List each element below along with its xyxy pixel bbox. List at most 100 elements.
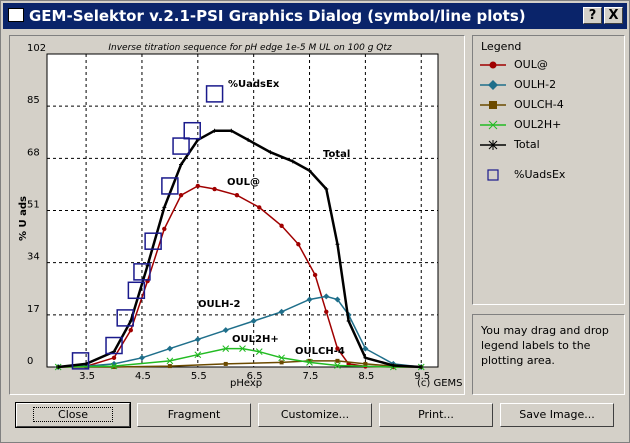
data-point: [212, 128, 217, 133]
data-point: [127, 281, 146, 300]
data-point: [346, 318, 351, 323]
data-point: [116, 309, 134, 327]
data-point: [363, 361, 368, 366]
data-point: [167, 364, 172, 369]
data-point: [268, 150, 273, 155]
plot-panel[interactable]: 3.5 4.5 5.5 6.5 7.5 8.5 9.5 0 17 34 51 68 85 102 Inver…: [9, 35, 465, 395]
data-point: [278, 354, 285, 362]
data-point: [222, 345, 230, 352]
legend-swatch: [480, 80, 506, 90]
help-button[interactable]: ?: [583, 7, 602, 24]
data-point: [306, 359, 313, 366]
data-point: [112, 365, 117, 369]
app-icon: [8, 8, 24, 22]
legend-marker: [488, 140, 498, 150]
y-tick-label: 85: [27, 95, 40, 106]
data-point: [128, 318, 133, 323]
legend-label: OULCH-4: [514, 98, 564, 111]
plot-canvas[interactable]: 3.5 4.5 5.5 6.5 7.5 8.5 9.5 0 17 34 51 68 85 102 Inver…: [10, 36, 464, 394]
data-point: [166, 357, 174, 365]
data-point: [205, 85, 224, 103]
legend-swatch: [480, 140, 506, 150]
data-point: [111, 355, 117, 360]
data-point: [223, 361, 228, 366]
data-point: [166, 345, 173, 352]
data-point: [306, 296, 313, 303]
data-point: [391, 363, 396, 368]
data-point: [133, 263, 151, 281]
info-panel: You may drag and drop legend labels to t…: [472, 314, 625, 395]
data-point: [128, 327, 133, 333]
close-window-button[interactable]: X: [604, 7, 623, 24]
legend-label: Total: [514, 138, 540, 151]
y-tick-label: 68: [27, 147, 40, 158]
curve-annotation: OUL@: [227, 177, 260, 188]
save-image-button[interactable]: Save Image...: [500, 403, 614, 427]
curve-annotation: OULCH-4: [295, 346, 345, 357]
legend-marker: [488, 120, 498, 130]
x-tick-label: 6.5: [247, 371, 263, 382]
data-point: [56, 365, 61, 369]
data-point: [335, 358, 340, 363]
x-tick-label: 7.5: [303, 371, 319, 382]
legend-title: Legend: [481, 40, 522, 53]
data-point: [279, 223, 284, 229]
x-tick-label: 9.5: [414, 371, 430, 382]
legend-swatch: [487, 169, 499, 181]
series-line-oulch-4: [58, 360, 422, 368]
legend-panel: Legend OUL@ OULH-2 OULCH-4 OUL2H+ Total %Uads…: [472, 35, 625, 305]
data-point: [255, 348, 263, 356]
legend-label: OUL@: [514, 58, 548, 71]
x-tick-label: 3.5: [79, 371, 95, 382]
curve-annotation: OUL2H+: [232, 334, 279, 345]
x-tick-label: 5.5: [191, 371, 207, 382]
legend-marker: [489, 101, 497, 109]
copyright-label: (c) GEMS: [417, 378, 463, 389]
data-point: [105, 336, 123, 355]
data-point: [323, 293, 330, 300]
customize-button[interactable]: Customize...: [258, 403, 372, 427]
data-point: [362, 345, 369, 352]
y-tick-label: 102: [27, 43, 46, 54]
curve-annotation: %UadsEx: [228, 79, 280, 90]
data-point: [324, 187, 329, 192]
legend-swatch: [480, 101, 506, 109]
data-point: [250, 317, 257, 324]
y-tick-label: 34: [27, 252, 40, 263]
data-point: [239, 345, 246, 352]
data-point: [296, 242, 301, 247]
data-point: [324, 309, 329, 314]
data-point: [183, 121, 201, 140]
data-point: [307, 358, 312, 363]
y-tick-label: 51: [27, 200, 40, 211]
close-button-label: Close: [33, 407, 113, 422]
fragment-button[interactable]: Fragment: [137, 403, 251, 427]
legend-label: OUL2H+: [514, 118, 562, 131]
x-axis-label: pHexp: [230, 378, 262, 389]
data-point: [334, 362, 341, 369]
close-button[interactable]: Close: [15, 402, 131, 428]
data-point: [419, 365, 424, 369]
y-tick-label: 0: [27, 356, 33, 367]
data-point: [278, 308, 285, 315]
curve-annotation: OULH-2: [198, 299, 241, 310]
data-point: [71, 352, 90, 370]
legend-marker: [488, 80, 498, 90]
data-point: [144, 232, 162, 250]
plot-subtitle: Inverse titration sequence for pH edge 1…: [108, 43, 392, 53]
series-line-oul2h-: [58, 347, 422, 368]
data-point: [234, 192, 240, 198]
data-point: [194, 336, 201, 343]
data-point: [179, 162, 184, 167]
data-point: [312, 272, 318, 278]
legend-swatch: [480, 61, 506, 69]
curve-annotation: Total: [323, 149, 350, 160]
data-point: [194, 351, 202, 359]
data-point: [229, 128, 234, 133]
data-point: [335, 346, 340, 351]
print-button[interactable]: Print...: [379, 403, 493, 427]
title-bar[interactable]: GEM-Selektor v.2.1-PSI Graphics Dialog (…: [3, 3, 627, 29]
data-point: [335, 242, 340, 247]
series-line-oulh-2: [58, 295, 422, 368]
